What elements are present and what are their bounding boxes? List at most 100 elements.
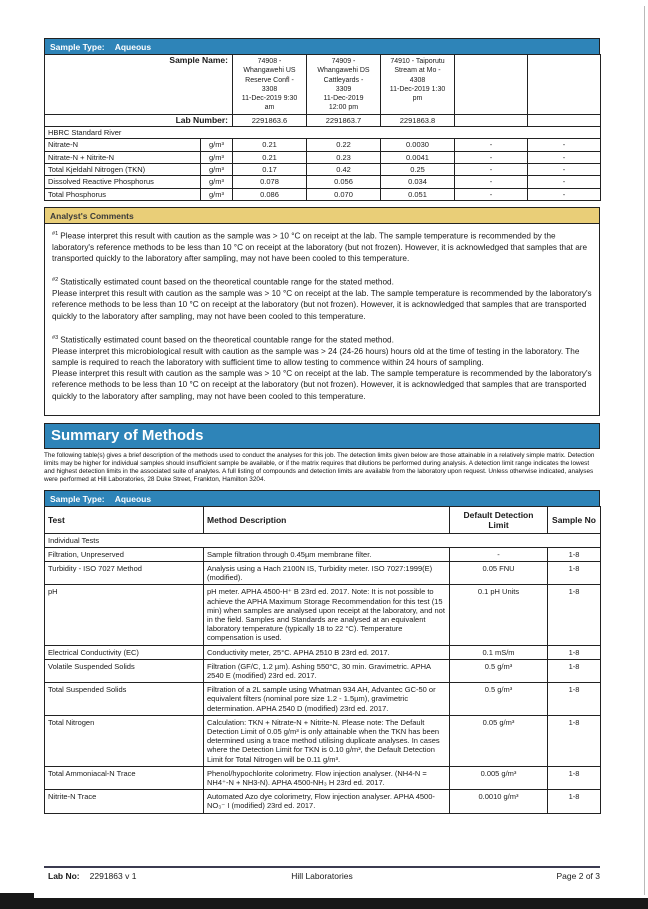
analyte-name: Total Kjeldahl Nitrogen (TKN)	[44, 162, 201, 177]
page-content: Sample Type: Aqueous Sample Name: 74908 …	[44, 38, 601, 814]
comment-marker: #2	[52, 277, 59, 284]
detection-limit: 0.5 g/m³	[449, 682, 548, 716]
sample-no: 1-8	[547, 765, 601, 791]
scan-artifact	[0, 898, 648, 909]
detection-limit: 0.005 g/m³	[449, 765, 548, 791]
sample-type-label: Sample Type:	[50, 42, 105, 52]
sample-no: 1-8	[547, 682, 601, 716]
value-cell: -	[527, 175, 601, 189]
sample-type-label: Sample Type:	[50, 493, 105, 504]
lab-no-label: Lab No:	[48, 871, 80, 881]
value-cell: -	[527, 150, 601, 164]
column-header: Method Description	[203, 505, 450, 534]
results-table: Sample Name: 74908 - Whangawehi US Reser…	[44, 54, 601, 201]
analyte-unit: g/m³	[200, 162, 233, 177]
table-row: Filtration, Unpreserved Sample filtratio…	[44, 546, 601, 562]
table-row: Total Phosphorus g/m³ 0.086 0.070 0.051 …	[44, 187, 601, 201]
column-header: Test	[44, 505, 204, 534]
detection-limit: 0.5 g/m³	[449, 658, 548, 684]
analyte-name: Nitrate-N + Nitrite-N	[44, 150, 201, 164]
methods-table: Test Method Description Default Detectio…	[44, 505, 601, 814]
detection-limit: -	[449, 546, 548, 562]
method-description: Filtration (GF/C, 1.2 µm). Ashing 550°C,…	[203, 658, 450, 684]
value-cell: 0.17	[232, 162, 307, 177]
column-header: Default Detection Limit	[449, 505, 548, 534]
table-row: Total Nitrogen Calculation: TKN + Nitrat…	[44, 714, 601, 767]
analyte-name: Dissolved Reactive Phosphorus	[44, 175, 201, 189]
sample-name-cell: 74908 - Whangawehi US Reserve Confl - 33…	[232, 54, 307, 115]
analyte-name: Total Phosphorus	[44, 187, 201, 201]
value-cell: -	[527, 162, 601, 177]
test-name: Total Ammoniacal-N Trace	[44, 765, 204, 791]
sample-no: 1-8	[547, 714, 601, 767]
table-row: Dissolved Reactive Phosphorus g/m³ 0.078…	[44, 175, 601, 189]
value-cell: -	[454, 138, 528, 152]
table-row: Nitrate-N + Nitrite-N g/m³ 0.21 0.23 0.0…	[44, 150, 601, 164]
analyte-unit: g/m³	[200, 150, 233, 164]
test-name: Electrical Conductivity (EC)	[44, 644, 204, 660]
method-description: Conductivity meter, 25°C. APHA 2510 B 23…	[203, 644, 450, 660]
sample-no: 1-8	[547, 546, 601, 562]
value-cell: 0.21	[232, 150, 307, 164]
comment-text: Statistically estimated count based on t…	[52, 277, 592, 321]
analyte-name: Nitrate-N	[44, 138, 201, 152]
table-row: Electrical Conductivity (EC) Conductivit…	[44, 644, 601, 660]
analysts-comments-header: Analyst's Comments	[44, 206, 600, 224]
method-description: Sample filtration through 0.45µm membran…	[203, 546, 450, 562]
table-row: Nitrite-N Trace Automated Azo dye colori…	[44, 789, 601, 814]
method-description: Calculation: TKN + Nitrate-N + Nitrite-N…	[203, 714, 450, 767]
table-row: Total Ammoniacal-N Trace Phenol/hypochlo…	[44, 765, 601, 791]
sample-no: 1-8	[547, 658, 601, 684]
column-header: Sample No	[547, 505, 601, 534]
table-row: Total Kjeldahl Nitrogen (TKN) g/m³ 0.17 …	[44, 162, 601, 177]
analyte-unit: g/m³	[200, 187, 233, 201]
detection-limit: 0.05 FNU	[449, 560, 548, 586]
sample-type-value: Aqueous	[114, 493, 152, 504]
value-cell: -	[454, 175, 528, 189]
value-cell: 0.22	[306, 138, 381, 152]
analyte-unit: g/m³	[200, 138, 233, 152]
test-name: Turbidity - ISO 7027 Method	[44, 560, 204, 586]
methods-intro-text: The following table(s) gives a brief des…	[44, 451, 595, 484]
sample-no: 1-8	[547, 584, 601, 646]
value-cell: 0.051	[380, 187, 455, 201]
scan-page-edge	[644, 6, 645, 895]
lab-number-cell: 2291863.6	[232, 113, 307, 128]
value-cell: 0.034	[380, 175, 455, 189]
analyte-unit: g/m³	[200, 175, 233, 189]
sample-type-value: Aqueous	[114, 42, 152, 52]
sample-no: 1-8	[547, 560, 601, 586]
sample-name-row: Sample Name: 74908 - Whangawehi US Reser…	[44, 54, 601, 115]
table-row: pH pH meter. APHA 4500-H⁺ B 23rd ed. 201…	[44, 584, 601, 646]
results-sample-type-bar: Sample Type: Aqueous	[44, 38, 600, 55]
analyst-comment: #1 Please interpret this result with caut…	[52, 229, 592, 264]
sample-no: 1-8	[547, 644, 601, 660]
value-cell: 0.21	[232, 138, 307, 152]
value-cell: -	[527, 138, 601, 152]
footer-lab-name: Hill Laboratories	[291, 871, 353, 881]
table-row: Total Suspended Solids Filtration of a 2…	[44, 682, 601, 716]
group-header-row: Individual Tests	[44, 532, 601, 548]
detection-limit: 0.05 g/m³	[449, 714, 548, 767]
method-description: Phenol/hypochlorite colorimetry. Flow in…	[203, 765, 450, 791]
footer-lab-no: Lab No: 2291863 v 1	[48, 871, 136, 881]
detection-limit: 0.0010 g/m³	[449, 789, 548, 814]
value-cell: 0.0041	[380, 150, 455, 164]
analysts-comments-box: #1 Please interpret this result with caut…	[44, 222, 600, 416]
value-cell: -	[454, 187, 528, 201]
sample-no: 1-8	[547, 789, 601, 814]
test-name: Volatile Suspended Solids	[44, 658, 204, 684]
analyst-comment: #2 Statistically estimated count based on…	[52, 275, 592, 322]
empty-cell	[527, 113, 601, 128]
comment-text: Statistically estimated count based on t…	[52, 335, 592, 401]
value-cell: -	[454, 150, 528, 164]
value-cell: -	[454, 162, 528, 177]
value-cell: 0.0030	[380, 138, 455, 152]
method-description: Filtration of a 2L sample using Whatman …	[203, 682, 450, 716]
comment-marker: #1	[52, 230, 59, 237]
detection-limit: 0.1 pH Units	[449, 584, 548, 646]
lab-number-cell: 2291863.8	[380, 113, 455, 128]
group-header-row: HBRC Standard River	[44, 126, 601, 140]
summary-of-methods-header: Summary of Methods	[44, 422, 600, 449]
